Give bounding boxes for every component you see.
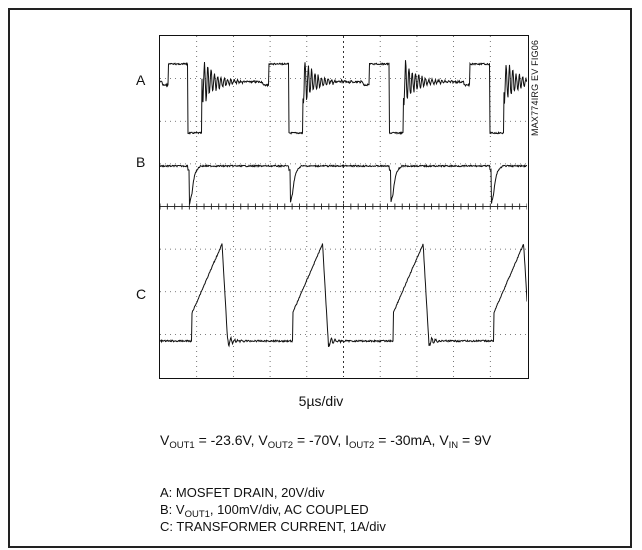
vin-value: = 9V bbox=[458, 432, 492, 448]
channel-b-label: B bbox=[136, 154, 146, 170]
vout2-value: = -70V, bbox=[293, 432, 346, 448]
vout1-value: = -23.6V, bbox=[194, 432, 259, 448]
channel-a-label: A bbox=[136, 72, 146, 88]
oscilloscope-plot bbox=[160, 36, 527, 377]
channel-c-trace bbox=[160, 243, 527, 348]
channel-b-trace bbox=[160, 163, 527, 205]
legend-b-rest: , 100mV/div, AC COUPLED bbox=[209, 502, 369, 517]
iout2-label: I bbox=[345, 432, 349, 448]
figure-id-text: MAX774IRG EV FIG06 bbox=[530, 39, 540, 136]
vout1-sub: OUT1 bbox=[169, 440, 195, 451]
legend-b: B: VOUT1, 100mV/div, AC COUPLED bbox=[160, 501, 386, 520]
vin-sub: IN bbox=[448, 440, 459, 451]
vout2-sub: OUT2 bbox=[267, 440, 294, 451]
legend-c: C: TRANSFORMER CURRENT, 1A/div bbox=[160, 519, 386, 534]
legend-a: A: MOSFET DRAIN, 20V/div bbox=[160, 485, 325, 500]
vin-label: V bbox=[439, 432, 449, 448]
operating-conditions: VOUT1 = -23.6V, VOUT2 = -70V, IOUT2 = -3… bbox=[160, 432, 492, 451]
legend-b-prefix: B: V bbox=[160, 502, 185, 517]
vout2-label: V bbox=[258, 432, 268, 448]
timebase-label: 5µs/div bbox=[298, 393, 344, 409]
oscilloscope-screen bbox=[159, 35, 529, 379]
channel-legend: A: MOSFET DRAIN, 20V/div B: VOUT1, 100mV… bbox=[160, 484, 386, 535]
channel-a-trace bbox=[160, 60, 527, 136]
channel-c-label: C bbox=[136, 286, 147, 302]
figure-frame bbox=[8, 8, 632, 548]
vout1-label: V bbox=[160, 432, 170, 448]
iout2-value: = -30mA, bbox=[374, 432, 440, 448]
iout2-sub: OUT2 bbox=[349, 440, 375, 451]
legend-b-sub: OUT1 bbox=[184, 509, 210, 520]
